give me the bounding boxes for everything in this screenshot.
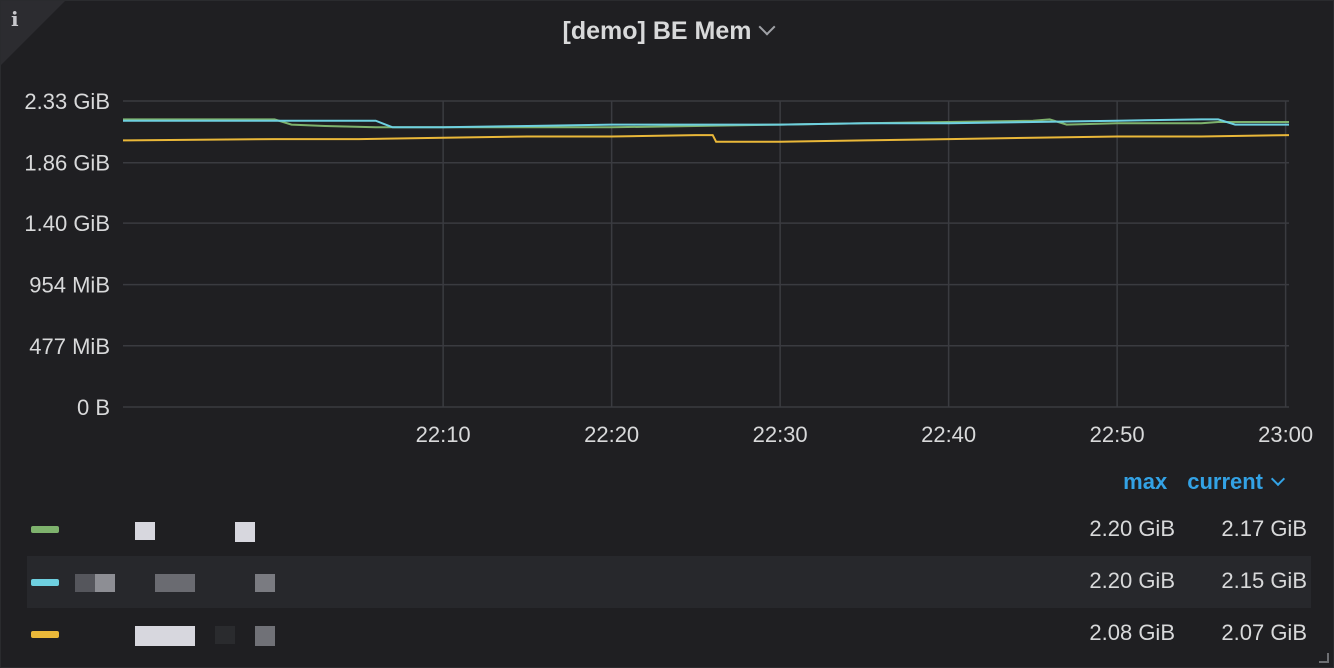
panel-title[interactable]: [demo] BE Mem (562, 17, 752, 45)
y-tick-label: 1.40 GiB (24, 211, 110, 236)
legend-row[interactable]: 2.20 GiB 2.15 GiB (27, 556, 1311, 608)
series-current-value: 2.15 GiB (1221, 568, 1307, 593)
series-current-value: 2.17 GiB (1221, 516, 1307, 541)
series-swatch[interactable] (31, 579, 59, 586)
resize-handle[interactable] (1319, 653, 1329, 663)
series-current-value: 2.07 GiB (1221, 620, 1307, 645)
y-tick-label: 1.86 GiB (24, 151, 110, 176)
series-line[interactable] (123, 118, 1289, 129)
series-swatch[interactable] (31, 526, 59, 533)
y-tick-label: 2.33 GiB (24, 89, 110, 114)
series-name-redacted[interactable] (75, 514, 335, 546)
legend-column-max[interactable]: max (1123, 469, 1168, 494)
info-icon[interactable]: i (11, 7, 19, 31)
chevron-down-icon[interactable] (1270, 471, 1286, 487)
series-max-value: 2.20 GiB (1089, 568, 1175, 593)
x-tick-label: 22:40 (921, 422, 976, 447)
legend-header: max current (1103, 469, 1286, 495)
y-tick-label: 477 MiB (29, 334, 110, 359)
x-tick-label: 22:50 (1090, 422, 1145, 447)
series-max-value: 2.20 GiB (1089, 516, 1175, 541)
panel-header: [demo] BE Mem (1, 17, 1334, 46)
x-tick-label: 22:20 (584, 422, 639, 447)
y-tick-label: 954 MiB (29, 273, 110, 298)
line-chart[interactable]: 0 B 477 MiB 954 MiB 1.40 GiB 1.86 GiB 2.33 Gi… (1, 1, 1334, 461)
y-tick-label: 0 B (77, 395, 110, 420)
series-line[interactable] (122, 134, 1290, 143)
x-tick-label: 23:00 (1258, 422, 1313, 447)
series-swatch[interactable] (31, 631, 59, 638)
legend-column-current[interactable]: current (1187, 469, 1263, 494)
legend-row[interactable]: 2.20 GiB 2.17 GiB (27, 504, 1311, 556)
x-tick-label: 22:30 (753, 422, 808, 447)
x-tick-label: 22:10 (416, 422, 471, 447)
series-name-redacted[interactable] (75, 618, 335, 650)
legend-row[interactable]: 2.08 GiB 2.07 GiB (27, 608, 1311, 660)
series-name-redacted[interactable] (75, 566, 335, 598)
series-max-value: 2.08 GiB (1089, 620, 1175, 645)
info-corner[interactable] (1, 1, 65, 65)
